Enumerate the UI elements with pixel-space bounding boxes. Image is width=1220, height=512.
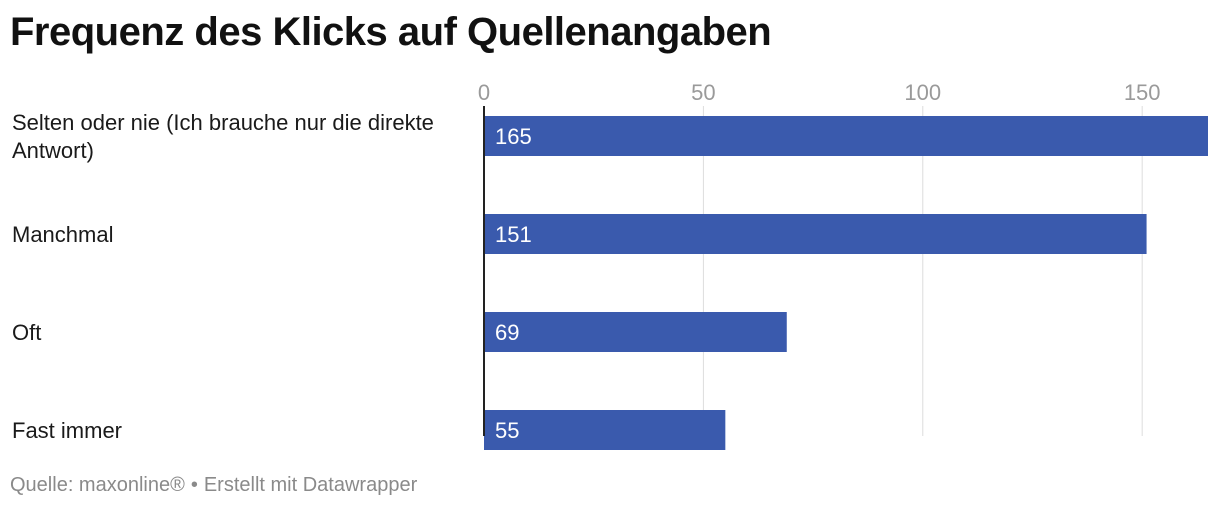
bar [484,410,726,450]
bar [484,214,1147,254]
category-label: Selten oder nie (Ich brauche nur die dir… [12,110,434,135]
grid-lines [702,106,1143,436]
bar-value-label: 55 [495,418,519,443]
category-label: Manchmal [12,222,113,247]
source-note: Quelle: maxonline® [10,474,185,496]
bar [484,312,787,352]
x-tick-label: 100 [904,80,941,105]
bar-value-label: 165 [495,124,532,149]
category-label: Fast immer [12,418,122,443]
credit-note: Erstellt mit Datawrapper [203,474,418,496]
x-tick-label: 0 [478,80,490,105]
bar-value-label: 69 [495,320,519,345]
x-tick-label: 150 [1124,80,1161,105]
chart-title: Frequenz des Klicks auf Quellenangaben [10,10,772,54]
bar [484,116,1208,156]
category-label: Oft [12,320,41,345]
x-tick-label: 50 [691,80,715,105]
x-axis-ticks: 0 50 100 150 [478,80,1161,105]
category-label: Antwort) [12,138,94,163]
chart-footer: Quelle: maxonline® • Erstellt mit Datawrap… [10,474,417,497]
category-labels: Selten oder nie (Ich brauche nur die dir… [12,110,434,443]
bars: 165 151 69 55 [484,116,1208,450]
footer-separator: • [190,474,198,496]
bar-value-label: 151 [495,222,532,247]
